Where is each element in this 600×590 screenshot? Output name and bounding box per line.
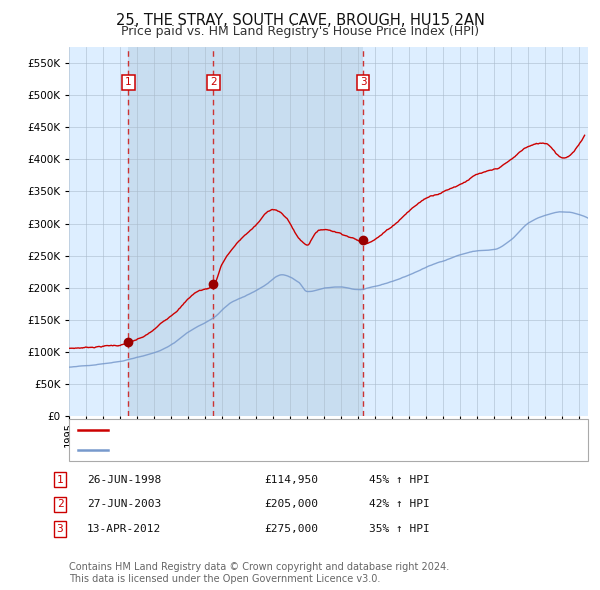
Text: 1: 1 — [56, 475, 64, 484]
Text: 2: 2 — [56, 500, 64, 509]
Text: 35% ↑ HPI: 35% ↑ HPI — [369, 525, 430, 534]
Bar — [214, 47, 363, 416]
Text: 2: 2 — [210, 77, 217, 87]
Text: 25, THE STRAY, SOUTH CAVE, BROUGH, HU15 2AN: 25, THE STRAY, SOUTH CAVE, BROUGH, HU15 … — [116, 13, 484, 28]
Text: 26-JUN-1998: 26-JUN-1998 — [87, 475, 161, 484]
Text: 27-JUN-2003: 27-JUN-2003 — [87, 500, 161, 509]
Text: Contains HM Land Registry data © Crown copyright and database right 2024.: Contains HM Land Registry data © Crown c… — [69, 562, 449, 572]
Bar — [128, 47, 214, 416]
Text: £275,000: £275,000 — [264, 525, 318, 534]
Text: £205,000: £205,000 — [264, 500, 318, 509]
Text: 13-APR-2012: 13-APR-2012 — [87, 525, 161, 534]
Text: £114,950: £114,950 — [264, 475, 318, 484]
Text: 3: 3 — [360, 77, 367, 87]
Text: 3: 3 — [56, 525, 64, 534]
Text: 25, THE STRAY, SOUTH CAVE, BROUGH, HU15 2AN (detached house): 25, THE STRAY, SOUTH CAVE, BROUGH, HU15 … — [112, 425, 517, 435]
Text: 1: 1 — [125, 77, 131, 87]
Text: 45% ↑ HPI: 45% ↑ HPI — [369, 475, 430, 484]
Text: This data is licensed under the Open Government Licence v3.0.: This data is licensed under the Open Gov… — [69, 574, 380, 584]
Text: HPI: Average price, detached house, East Riding of Yorkshire: HPI: Average price, detached house, East… — [112, 445, 517, 455]
Text: 42% ↑ HPI: 42% ↑ HPI — [369, 500, 430, 509]
Text: Price paid vs. HM Land Registry's House Price Index (HPI): Price paid vs. HM Land Registry's House … — [121, 25, 479, 38]
